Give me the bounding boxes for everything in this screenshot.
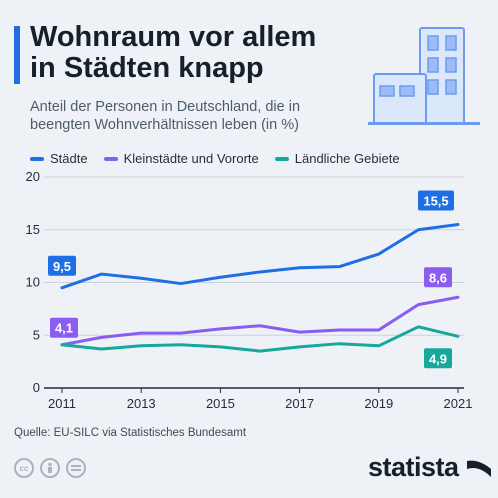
data-label: 9,5	[53, 259, 71, 274]
chart-legend: Städte Kleinstädte und Vororte Ländliche…	[30, 151, 400, 166]
data-label: 8,6	[429, 270, 447, 285]
y-tick-label: 10	[26, 275, 40, 290]
data-label-box	[48, 255, 76, 276]
accent-bar	[14, 26, 20, 84]
x-tick-label: 2019	[364, 396, 393, 411]
brand-wordmark: statista	[368, 452, 459, 482]
no-derivatives-icon	[66, 458, 86, 478]
data-label: 4,1	[55, 321, 73, 336]
x-tick-label: 2015	[206, 396, 235, 411]
legend-label-kleinstaedte: Kleinstädte und Vororte	[123, 151, 259, 166]
buildings-illustration-icon	[368, 27, 480, 125]
subtitle-line-2: beengten Wohnverhältnissen leben (in %)	[30, 117, 299, 133]
y-tick-label: 15	[26, 222, 40, 237]
series-line-2	[60, 325, 460, 353]
legend-item-kleinstaedte: Kleinstädte und Vororte	[103, 151, 259, 166]
y-tick-label: 5	[33, 327, 40, 342]
subtitle: Anteil der Personen in Deutschland, die …	[30, 98, 360, 134]
series-line-1	[60, 295, 460, 347]
title-line-1: Wohnraum vor allem	[30, 21, 317, 53]
legend-swatch-staedte	[30, 156, 44, 161]
data-label: 4,9	[429, 351, 447, 366]
subtitle-line-1: Anteil der Personen in Deutschland, die …	[30, 99, 301, 115]
legend-item-staedte: Städte	[30, 151, 88, 166]
data-label-box	[418, 190, 454, 211]
data-label: 15,5	[423, 193, 448, 208]
series-line-0	[60, 222, 460, 290]
legend-swatch-laendlich	[274, 156, 289, 161]
x-tick-label: 2017	[285, 396, 314, 411]
x-tick-label: 2011	[48, 396, 76, 411]
data-label-box	[50, 317, 78, 338]
x-tick-label: 2013	[127, 396, 156, 411]
attribution-icon	[40, 458, 60, 478]
page-title: Wohnraum vor allem in Städten knapp	[30, 22, 316, 84]
legend-label-laendlich: Ländliche Gebiete	[294, 151, 400, 166]
license-icons: cc	[14, 458, 86, 478]
statista-logo: statista	[368, 452, 493, 483]
source-note: Quelle: EU-SILC via Statistisches Bundes…	[14, 427, 247, 439]
data-label-box	[424, 267, 452, 288]
y-tick-label: 20	[26, 169, 40, 184]
x-tick-label: 2021	[444, 396, 473, 411]
legend-swatch-kleinstaedte	[103, 156, 118, 161]
statista-mark-icon	[466, 460, 491, 477]
y-tick-label: 0	[33, 380, 40, 395]
cc-icon: cc	[14, 458, 34, 478]
legend-item-laendlich: Ländliche Gebiete	[274, 151, 400, 166]
title-line-2: in Städten knapp	[30, 52, 264, 84]
data-label-box	[424, 348, 452, 369]
legend-label-staedte: Städte	[50, 151, 88, 166]
